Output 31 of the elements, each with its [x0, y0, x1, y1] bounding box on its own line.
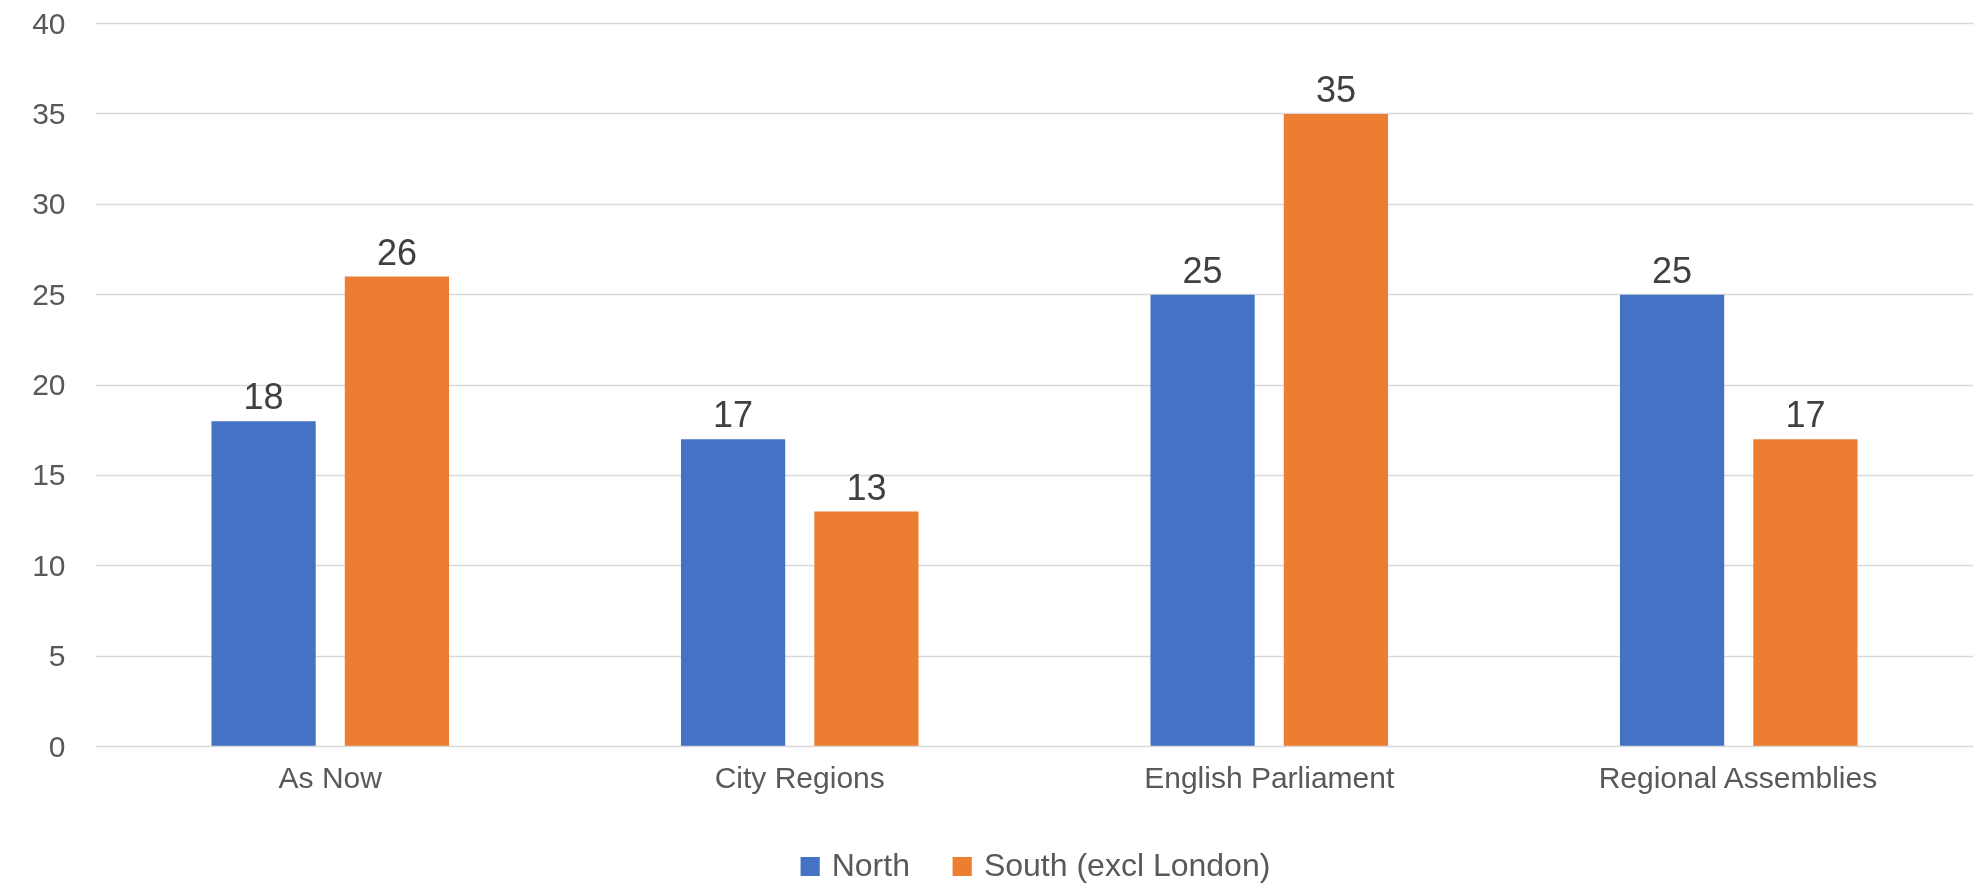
data-label: 25 [1652, 249, 1693, 291]
y-tick-label: 30 [32, 187, 66, 221]
bar [344, 276, 450, 747]
data-label: 17 [1785, 394, 1826, 436]
y-tick-label: 20 [32, 368, 66, 401]
y-tick-label: 25 [32, 277, 66, 311]
data-label: 26 [376, 231, 417, 273]
x-tick-label: Regional Assemblies [1598, 760, 1878, 794]
data-label: 13 [846, 466, 887, 508]
bar [211, 421, 316, 747]
x-tick-label: English Parliament [1144, 760, 1395, 794]
bar [1753, 439, 1858, 747]
legend-label: South (excl London) [983, 847, 1271, 884]
bar [1283, 113, 1389, 747]
y-tick-label: 15 [32, 458, 66, 492]
bar [814, 511, 919, 747]
y-tick-label: 5 [48, 639, 66, 673]
bar [680, 439, 786, 747]
y-tick-label: 35 [32, 96, 66, 130]
data-label: 25 [1182, 249, 1223, 291]
y-tick-label: 10 [32, 548, 66, 582]
y-tick-label: 40 [32, 6, 66, 40]
data-label: 17 [713, 394, 754, 436]
x-tick-label: As Now [278, 760, 383, 794]
data-label: 35 [1315, 68, 1356, 110]
data-label: 18 [243, 376, 284, 418]
y-tick-label: 0 [48, 729, 66, 763]
bar [1150, 294, 1255, 747]
legend-label: North [831, 847, 910, 884]
bar [1619, 294, 1725, 747]
x-tick-label: City Regions [714, 760, 885, 794]
